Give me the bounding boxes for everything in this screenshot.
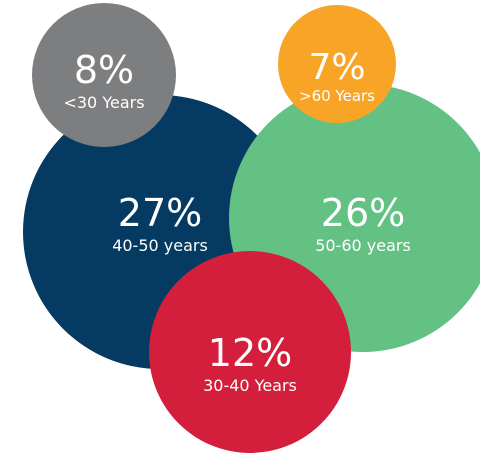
bubble-under-30-years-circle xyxy=(32,3,176,147)
bubble-30-40-years-label: 30-40 Years xyxy=(203,376,297,395)
bubble-under-30-years-value: 8% xyxy=(74,48,134,92)
bubble-30-40-years-value: 12% xyxy=(208,331,292,375)
bubble-40-50-years-value: 27% xyxy=(118,191,202,235)
bubble-30-40-years: 12% 30-40 Years xyxy=(149,251,351,453)
bubble-over-60-years: 7% >60 Years xyxy=(278,5,396,123)
bubble-30-40-years-circle xyxy=(149,251,351,453)
bubble-over-60-years-circle xyxy=(278,5,396,123)
bubble-over-60-years-value: 7% xyxy=(308,47,365,88)
bubble-under-30-years-label: <30 Years xyxy=(63,93,144,112)
bubble-50-60-years-label: 50-60 years xyxy=(315,236,411,255)
bubble-50-60-years-value: 26% xyxy=(321,191,405,235)
bubble-over-60-years-label: >60 Years xyxy=(299,87,375,105)
bubble-under-30-years: 8% <30 Years xyxy=(32,3,176,147)
bubble-40-50-years-label: 40-50 years xyxy=(112,236,208,255)
